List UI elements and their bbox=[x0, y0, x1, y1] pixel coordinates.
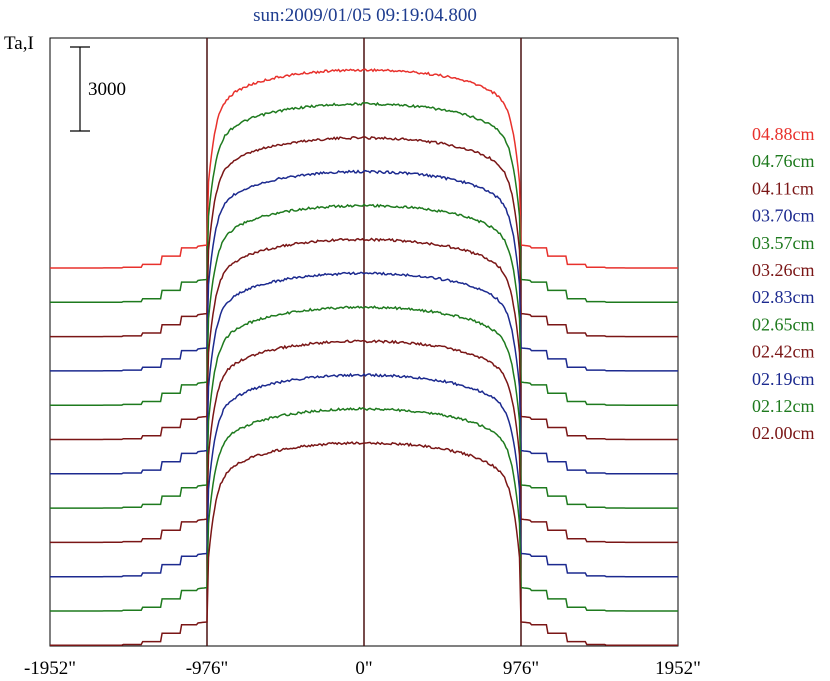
scale-bar-label: 3000 bbox=[88, 79, 126, 100]
series-line-03.26cm bbox=[50, 237, 678, 441]
series-line-03.70cm bbox=[50, 169, 678, 372]
legend-entry: 03.70cm bbox=[752, 206, 815, 226]
y-axis-label: Ta,I bbox=[4, 33, 34, 54]
legend-entry: 02.65cm bbox=[752, 314, 815, 334]
legend-entry: 04.88cm bbox=[752, 124, 815, 144]
series-line-04.76cm bbox=[50, 101, 678, 304]
legend-entry: 02.42cm bbox=[752, 342, 815, 362]
legend-entry: 04.11cm bbox=[752, 178, 814, 198]
series-line-02.65cm bbox=[50, 305, 678, 509]
legend-entry: 04.76cm bbox=[752, 151, 815, 171]
series-line-03.57cm bbox=[50, 203, 678, 406]
legend-entry: 03.57cm bbox=[752, 233, 815, 253]
chart-title: sun:2009/01/05 09:19:04.800 bbox=[253, 5, 477, 26]
x-tick-label: -1952" bbox=[24, 658, 76, 679]
series-layer bbox=[50, 67, 678, 647]
scale-bar: 3000 bbox=[70, 46, 126, 132]
series-line-02.00cm bbox=[50, 441, 678, 647]
legend-entry: 02.12cm bbox=[752, 396, 815, 416]
x-tick-label: 976" bbox=[503, 658, 539, 679]
series-line-02.12cm bbox=[50, 406, 678, 612]
legend-entry: 02.83cm bbox=[752, 287, 815, 307]
legend-entry: 03.26cm bbox=[752, 260, 815, 280]
vertical-reference-lines bbox=[206, 38, 522, 646]
series-line-04.11cm bbox=[50, 136, 678, 338]
x-tick-label: 0" bbox=[355, 658, 372, 679]
series-line-02.83cm bbox=[50, 271, 678, 475]
series-line-04.88cm bbox=[50, 67, 678, 269]
legend-entry: 02.00cm bbox=[752, 423, 815, 443]
x-tick-label: -976" bbox=[186, 658, 229, 679]
legend: 04.88cm 04.76cm 04.11cm 03.70cm 03.57cm 03.26… bbox=[752, 124, 815, 443]
series-line-02.42cm bbox=[50, 339, 678, 544]
x-tick-label: 1952" bbox=[655, 658, 701, 679]
series-line-02.19cm bbox=[50, 372, 678, 578]
legend-entry: 02.19cm bbox=[752, 369, 815, 389]
x-tick-labels: -1952" -976" 0" 976" 1952" bbox=[24, 658, 701, 679]
